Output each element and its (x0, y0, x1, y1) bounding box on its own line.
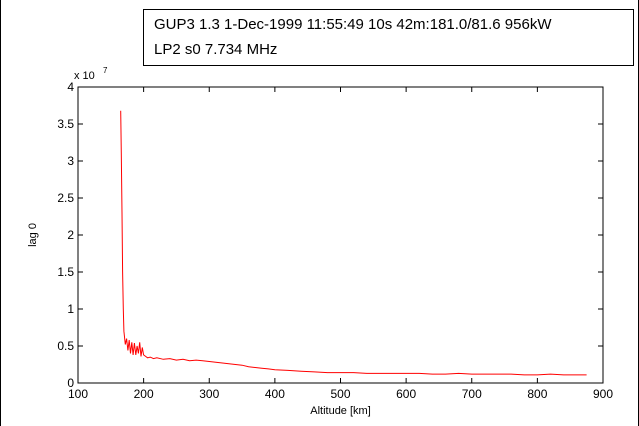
x-tick-label: 500 (330, 387, 350, 401)
x-tick-label: 400 (265, 387, 285, 401)
header-title-line: GUP3 1.3 1-Dec-1999 11:55:49 10s 42m:181… (154, 16, 552, 33)
y-exponent-power: 7 (103, 66, 108, 75)
x-axis-label: Altitude [km] (310, 405, 371, 417)
x-tick-label: 700 (462, 387, 482, 401)
y-tick-label: 3 (67, 154, 74, 168)
plot-area (77, 86, 604, 384)
y-exponent-label: x 10 (74, 70, 95, 82)
x-tick-label: 800 (527, 387, 547, 401)
x-tick-label: 100 (68, 387, 88, 401)
figure-frame-left (0, 0, 1, 426)
x-tick-label: 600 (396, 387, 416, 401)
y-tick-label: 1 (67, 302, 74, 316)
y-tick-label: 0.5 (57, 339, 74, 353)
y-tick-label: 2.5 (57, 191, 74, 205)
y-tick-label: 3.5 (57, 117, 74, 131)
header-box: GUP3 1.3 1-Dec-1999 11:55:49 10s 42m:181… (143, 9, 634, 66)
y-tick-label: 0 (67, 376, 74, 390)
y-axis-label: lag 0 (27, 223, 39, 247)
series-line (120, 110, 587, 376)
y-tick-label: 1.5 (57, 265, 74, 279)
y-tick-label: 2 (67, 228, 74, 242)
x-tick-label: 900 (593, 387, 613, 401)
y-tick-label: 4 (67, 80, 74, 94)
x-tick-label: 200 (134, 387, 154, 401)
header-subtitle-line: LP2 s0 7.734 MHz (154, 41, 278, 58)
x-tick-label: 300 (199, 387, 219, 401)
